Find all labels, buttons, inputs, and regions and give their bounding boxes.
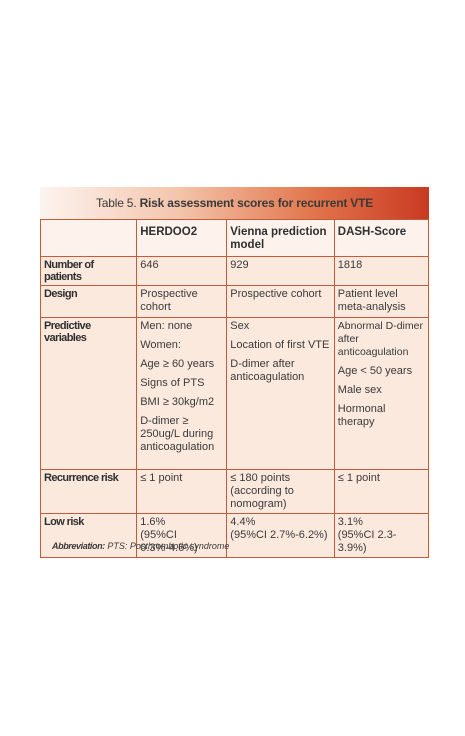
table-cell: Men: none Women: Age ≥ 60 years Signs of… bbox=[136, 317, 228, 470]
row-label: Number of patients bbox=[39, 256, 138, 286]
table-cell: Patient level meta-analysis bbox=[333, 285, 430, 318]
table-cell: Prospective cohort bbox=[136, 285, 228, 318]
table-row: Design Prospective cohort Prospective co… bbox=[39, 285, 430, 318]
table-cell: ≤ 1 point bbox=[136, 469, 228, 514]
list-item: Location of first VTE bbox=[230, 339, 330, 351]
list-item: Women: bbox=[140, 339, 181, 351]
header-herdoo2: HERDOO2 bbox=[136, 219, 228, 257]
table-cell: 646 bbox=[136, 256, 228, 286]
header-dash: DASH-Score bbox=[333, 219, 430, 257]
table-row: Predictive variables Men: none Women: Ag… bbox=[39, 317, 430, 470]
table-row: Number of patients 646 929 1818 bbox=[39, 256, 430, 286]
table-cell: ≤ 180 points (according to nomogram) bbox=[226, 469, 335, 514]
list-item: Men: none bbox=[140, 320, 193, 332]
table-number: Table 5. bbox=[95, 196, 137, 210]
row-label: Recurrence risk bbox=[39, 469, 138, 514]
table-cell: Prospective cohort bbox=[226, 285, 335, 318]
list-item: D-dimer ≥ 250ug/L during anticoagulation bbox=[140, 415, 215, 453]
table-row: Low risk 1.6% (95%CI 0.3%-4.6%) 4.4% (95%C… bbox=[39, 513, 430, 558]
table-cell: 1818 bbox=[333, 256, 430, 286]
table-cell: 3.1% (95%CI 2.3-3.9%) bbox=[333, 513, 430, 558]
row-label: Design bbox=[39, 285, 138, 318]
footnote-label: Abbreviation: bbox=[52, 541, 105, 551]
table-cell: Sex Location of first VTE D-dimer after … bbox=[226, 317, 335, 470]
table-caption: Risk assessment scores for recurrent VTE bbox=[139, 196, 374, 210]
table-footnote: Abbreviation: PTS: Posthrombotic syndrom… bbox=[52, 541, 229, 551]
row-label: Low risk bbox=[39, 513, 138, 558]
list-item: D-dimer after anticoagulation bbox=[230, 358, 305, 383]
table-cell: 4.4% (95%CI 2.7%-6.2%) bbox=[226, 513, 335, 558]
list-item: Hormonal therapy bbox=[337, 403, 386, 428]
table-title: Table 5. Risk assessment scores for recu… bbox=[40, 187, 429, 219]
table-header-row: HERDOO2 Vienna prediction model DASH-Sco… bbox=[39, 219, 430, 257]
list-item: Signs of PTS bbox=[140, 377, 205, 389]
table-row: Recurrence risk ≤ 1 point ≤ 180 points (… bbox=[39, 469, 430, 514]
list-item: Age < 50 years bbox=[337, 365, 413, 377]
list-item: Sex bbox=[230, 320, 250, 332]
list-item: Male sex bbox=[337, 384, 382, 396]
risk-score-table: HERDOO2 Vienna prediction model DASH-Sco… bbox=[39, 219, 430, 558]
header-vienna: Vienna prediction model bbox=[226, 219, 335, 257]
table-cell: ≤ 1 point bbox=[333, 469, 430, 514]
row-label: Predictive variables bbox=[39, 317, 138, 470]
list-item: Age ≥ 60 years bbox=[140, 358, 215, 370]
table-cell: Abnormal D-dimer after anticoagulation A… bbox=[333, 317, 430, 470]
header-empty bbox=[39, 219, 138, 257]
table-cell: 1.6% (95%CI 0.3%-4.6%) bbox=[136, 513, 228, 558]
table-cell: 929 bbox=[226, 256, 335, 286]
list-item: BMI ≥ 30kg/m2 bbox=[140, 396, 215, 408]
list-item: Abnormal D-dimer after anticoagulation bbox=[337, 320, 423, 358]
footnote-text: PTS: Posthrombotic syndrome bbox=[107, 541, 230, 551]
